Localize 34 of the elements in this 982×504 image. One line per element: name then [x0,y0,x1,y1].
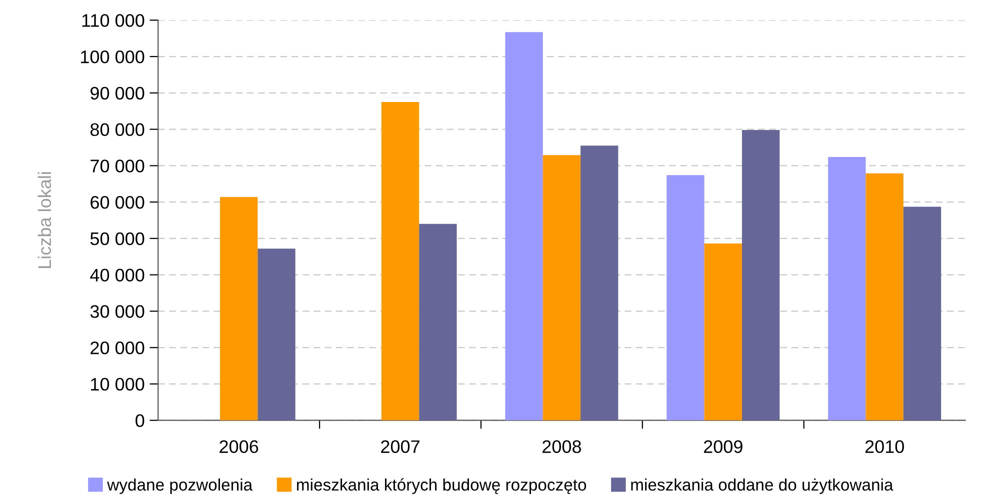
legend-label: wydane pozwolenia [107,478,253,494]
y-tick-label: 70 000 [90,160,144,172]
bar [866,173,904,420]
bar [381,102,420,420]
legend-label: mieszkania których budowę rozpoczęto [297,478,586,494]
bar [419,224,457,420]
bar [704,244,742,420]
bar [666,175,704,420]
bar [828,156,866,420]
bar [505,32,543,420]
x-tick-label: 2008 [542,440,582,454]
y-tick-label: 20 000 [90,342,144,354]
y-tick-label: 80 000 [90,123,144,136]
y-tick-label: 100 000 [81,50,144,64]
x-tick-label: 2006 [220,440,258,454]
y-tick-label: 30 000 [90,305,144,318]
x-tick-label: 2007 [381,440,420,454]
y-tick-label: 60 000 [90,196,144,209]
bar [220,196,258,420]
bar [742,130,780,420]
bar [580,146,618,420]
x-tick-label: 2009 [704,440,742,454]
y-tick-label: 0 [136,414,144,428]
x-tick-label: 2010 [865,440,904,454]
bar [258,248,296,420]
y-tick-label: 10 000 [91,378,144,391]
y-tick-label: 110 000 [82,14,144,27]
y-tick-label: 50 000 [90,232,144,246]
bar [542,155,581,420]
y-tick-label: 90 000 [90,86,144,100]
legend-label: mieszkania oddane do użytkowania [631,478,894,494]
y-axis-title: Liczba lokali [38,172,52,268]
y-tick-label: 40 000 [90,268,144,282]
bar [903,206,942,420]
